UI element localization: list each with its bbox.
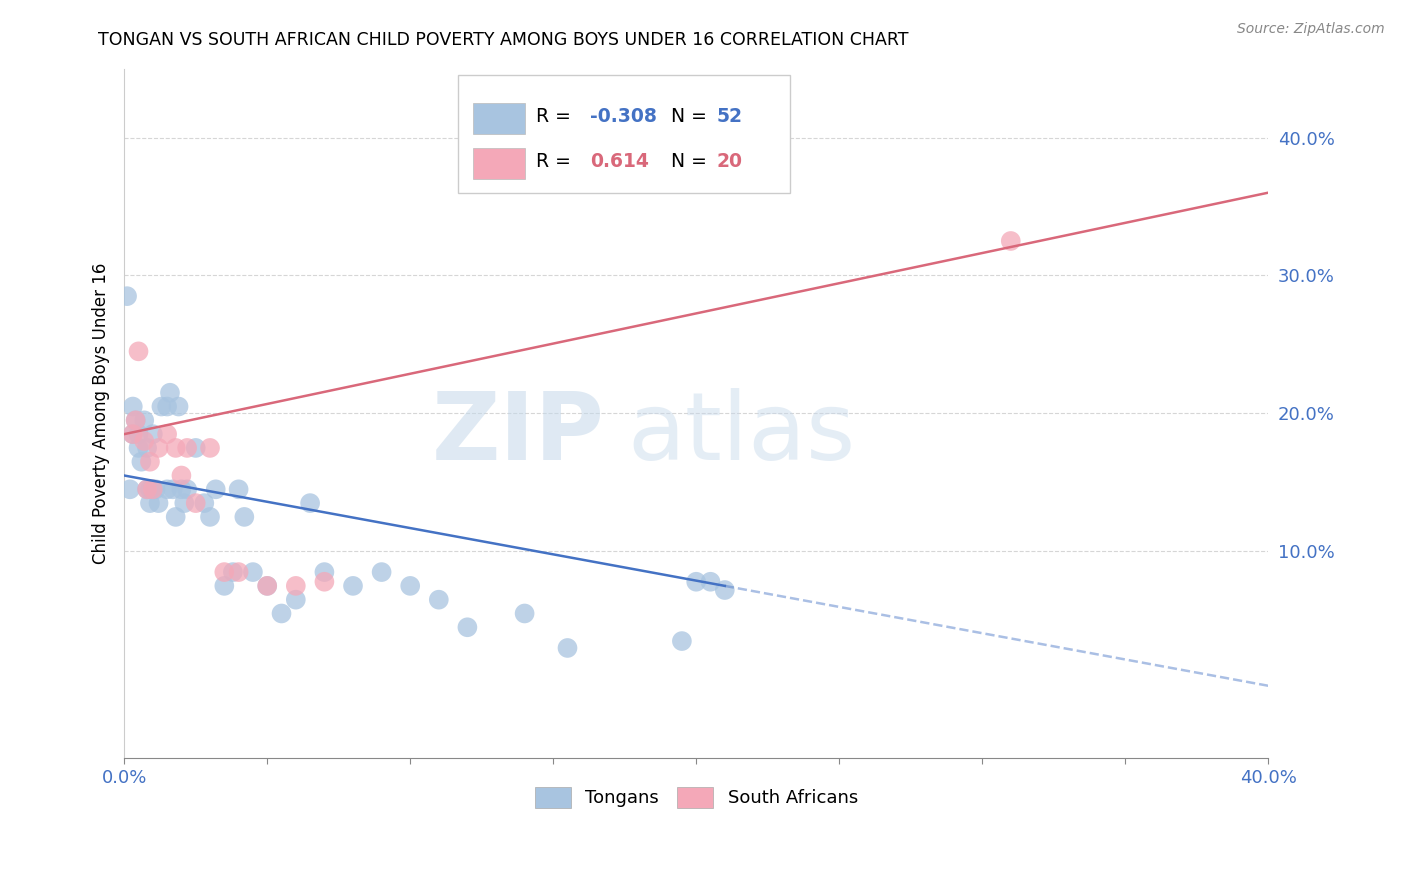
Tongans <box>159 385 181 400</box>
Tongans <box>121 427 143 442</box>
South Africans <box>142 483 165 497</box>
Tongans <box>139 496 162 510</box>
Tongans <box>148 496 170 510</box>
Tongans <box>173 496 195 510</box>
Tongans <box>456 620 478 634</box>
Tongans <box>170 483 193 497</box>
Text: 52: 52 <box>717 107 742 127</box>
Tongans <box>136 441 159 455</box>
Tongans <box>671 634 693 648</box>
Tongans <box>128 427 150 442</box>
Tongans <box>131 455 153 469</box>
Tongans <box>685 574 707 589</box>
Tongans <box>270 607 292 621</box>
Tongans <box>299 496 322 510</box>
Tongans <box>165 509 187 524</box>
Text: ZIP: ZIP <box>432 388 605 480</box>
Tongans <box>204 483 226 497</box>
Tongans <box>699 574 721 589</box>
South Africans <box>136 483 159 497</box>
South Africans <box>124 413 146 427</box>
South Africans <box>121 427 143 442</box>
South Africans <box>148 441 170 455</box>
South Africans <box>1000 234 1022 248</box>
Tongans <box>156 400 179 414</box>
Text: 0.614: 0.614 <box>589 153 648 171</box>
Tongans <box>342 579 364 593</box>
Tongans <box>150 400 173 414</box>
Tongans <box>284 592 307 607</box>
Tongans <box>134 413 156 427</box>
South Africans <box>170 468 193 483</box>
Tongans <box>142 483 165 497</box>
Tongans <box>162 483 184 497</box>
South Africans <box>139 455 162 469</box>
FancyBboxPatch shape <box>474 148 524 179</box>
Y-axis label: Child Poverty Among Boys Under 16: Child Poverty Among Boys Under 16 <box>93 263 110 564</box>
Tongans <box>314 565 336 579</box>
South Africans <box>128 344 150 359</box>
Text: TONGAN VS SOUTH AFRICAN CHILD POVERTY AMONG BOYS UNDER 16 CORRELATION CHART: TONGAN VS SOUTH AFRICAN CHILD POVERTY AM… <box>98 31 908 49</box>
Tongans <box>222 565 245 579</box>
Tongans <box>142 427 165 442</box>
Tongans <box>557 640 579 655</box>
Text: N =: N = <box>671 153 713 171</box>
Tongans <box>256 579 278 593</box>
Tongans <box>233 509 256 524</box>
Tongans <box>128 441 150 455</box>
Text: Source: ZipAtlas.com: Source: ZipAtlas.com <box>1237 22 1385 37</box>
Text: -0.308: -0.308 <box>589 107 657 127</box>
Tongans <box>145 483 167 497</box>
Tongans <box>242 565 264 579</box>
South Africans <box>184 496 207 510</box>
Tongans <box>370 565 392 579</box>
Tongans <box>167 400 190 414</box>
South Africans <box>228 565 250 579</box>
Tongans <box>118 483 141 497</box>
South Africans <box>314 574 336 589</box>
Tongans <box>124 413 146 427</box>
Text: 20: 20 <box>717 153 742 171</box>
South Africans <box>256 579 278 593</box>
Tongans <box>427 592 450 607</box>
Text: atlas: atlas <box>627 388 856 480</box>
Legend: Tongans, South Africans: Tongans, South Africans <box>527 780 865 815</box>
Tongans <box>115 289 138 303</box>
South Africans <box>176 441 198 455</box>
Text: N =: N = <box>671 107 713 127</box>
Tongans <box>139 483 162 497</box>
Tongans <box>399 579 422 593</box>
FancyBboxPatch shape <box>458 76 790 193</box>
South Africans <box>284 579 307 593</box>
Tongans <box>198 509 221 524</box>
Tongans <box>176 483 198 497</box>
South Africans <box>165 441 187 455</box>
FancyBboxPatch shape <box>474 103 524 134</box>
Tongans <box>513 607 536 621</box>
Tongans <box>228 483 250 497</box>
Tongans <box>156 483 179 497</box>
South Africans <box>198 441 221 455</box>
South Africans <box>134 434 156 448</box>
Tongans <box>136 483 159 497</box>
Tongans <box>214 579 236 593</box>
Text: R =: R = <box>536 153 583 171</box>
Tongans <box>713 582 735 597</box>
Tongans <box>121 400 143 414</box>
South Africans <box>156 427 179 442</box>
Tongans <box>193 496 215 510</box>
Text: R =: R = <box>536 107 576 127</box>
Tongans <box>184 441 207 455</box>
South Africans <box>214 565 236 579</box>
